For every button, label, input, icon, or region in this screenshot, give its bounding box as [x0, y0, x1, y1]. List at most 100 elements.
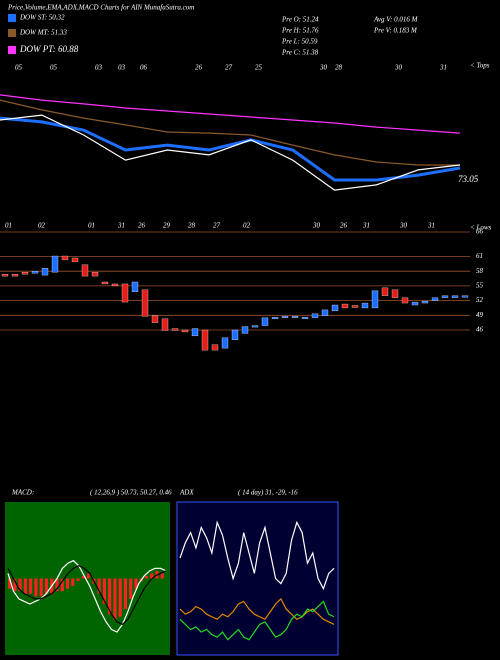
y-tick-label: 52 — [476, 296, 484, 304]
candle — [371, 290, 379, 309]
legend-label: DOW ST: 50.32 — [19, 14, 65, 22]
line — [179, 520, 335, 591]
histogram-bar — [108, 578, 112, 615]
x-label: 28 — [335, 64, 343, 72]
candle — [31, 271, 39, 274]
x-label: 31 — [439, 64, 447, 72]
candle — [51, 255, 59, 273]
x-label: 30 — [312, 222, 321, 230]
x-label: 31 — [427, 222, 435, 230]
candle — [401, 297, 409, 304]
last-price: 73.05 — [458, 174, 479, 184]
adx-panel — [176, 501, 339, 656]
candle — [191, 328, 199, 337]
line — [0, 114, 461, 191]
candle — [101, 281, 109, 285]
histogram-bar — [81, 575, 85, 579]
histogram-bar — [150, 573, 154, 579]
candle — [121, 283, 129, 303]
x-label: 05 — [50, 64, 58, 72]
candle — [71, 257, 79, 263]
candle — [341, 303, 349, 309]
candle — [381, 287, 389, 296]
line — [0, 94, 461, 134]
candle — [291, 316, 299, 318]
candle — [251, 325, 259, 328]
histogram-bar — [71, 578, 75, 587]
candle — [261, 317, 269, 326]
candle — [231, 329, 239, 340]
x-label: 26 — [138, 222, 146, 230]
candle — [81, 264, 89, 277]
y-tick-label: 61 — [476, 252, 483, 260]
volume: Pre V: 0.183 M — [373, 27, 418, 35]
x-label: 03 — [118, 64, 126, 72]
histogram-bar — [60, 578, 64, 592]
candle — [391, 289, 399, 298]
histogram-bar — [55, 578, 59, 592]
candle — [351, 305, 359, 308]
x-label: 06 — [140, 64, 148, 72]
x-label: 03 — [95, 64, 103, 72]
x-label: 01 — [5, 222, 12, 230]
macd-params: ( 12,26,9 ) 50.73, 50.27, 0.46 — [90, 489, 172, 497]
x-label: 25 — [255, 64, 263, 72]
y-tick-label: 55 — [476, 282, 484, 290]
candle — [441, 295, 449, 298]
histogram-bar — [134, 578, 138, 589]
histogram-bar — [160, 573, 164, 579]
stat: Pre O: 51.24 — [281, 16, 319, 24]
x-label: 27 — [213, 222, 221, 230]
histogram-bar — [129, 578, 133, 599]
legend-swatch — [8, 46, 16, 54]
candle — [201, 329, 209, 351]
candle — [311, 313, 319, 318]
candle — [21, 272, 29, 275]
candle — [91, 272, 99, 277]
legend-label: DOW MT: 51.33 — [19, 29, 67, 37]
histogram-bar — [23, 578, 27, 594]
x-label: 02 — [243, 222, 251, 230]
line — [7, 559, 167, 633]
x-label: 27 — [225, 64, 233, 72]
x-label: 26 — [195, 64, 203, 72]
histogram-bar — [87, 573, 91, 579]
candle — [111, 283, 119, 287]
histogram-bar — [118, 578, 122, 617]
candle — [241, 326, 249, 334]
macd-label: MACD: — [11, 489, 34, 497]
candle — [171, 328, 179, 331]
candle — [221, 337, 229, 349]
stat: Pre C: 51.38 — [281, 49, 319, 57]
histogram-bar — [39, 578, 43, 597]
candle — [361, 302, 369, 309]
candle — [41, 268, 49, 276]
tops: < Tops — [470, 62, 490, 70]
candle — [301, 317, 309, 319]
histogram-bar — [97, 578, 101, 594]
candle — [141, 289, 149, 317]
candle — [281, 316, 289, 318]
candle — [11, 273, 19, 277]
candle — [331, 304, 339, 312]
y-tick-label: 58 — [476, 267, 484, 275]
histogram-bar — [34, 578, 38, 597]
candle — [211, 344, 219, 351]
histogram-bar — [13, 578, 17, 592]
x-label: 30 — [394, 64, 403, 72]
legend-label: DOW PT: 60.88 — [19, 44, 79, 54]
title: Price,Volume,EMA,ADX,MACD Charts for AIN… — [7, 4, 194, 12]
candle — [421, 300, 429, 304]
x-label: 02 — [38, 222, 46, 230]
candle — [61, 255, 69, 261]
y-tick-label: 66 — [476, 228, 484, 236]
y-tick-label: 46 — [476, 326, 484, 334]
legend-swatch — [8, 29, 16, 37]
adx-params: ( 14 day) 31, -29, -16 — [238, 489, 298, 497]
x-label: 31 — [362, 222, 370, 230]
x-label: 30 — [399, 222, 408, 230]
x-label: 31 — [117, 222, 125, 230]
candle — [161, 318, 169, 331]
volume: Avg V: 0.016 M — [373, 16, 419, 24]
